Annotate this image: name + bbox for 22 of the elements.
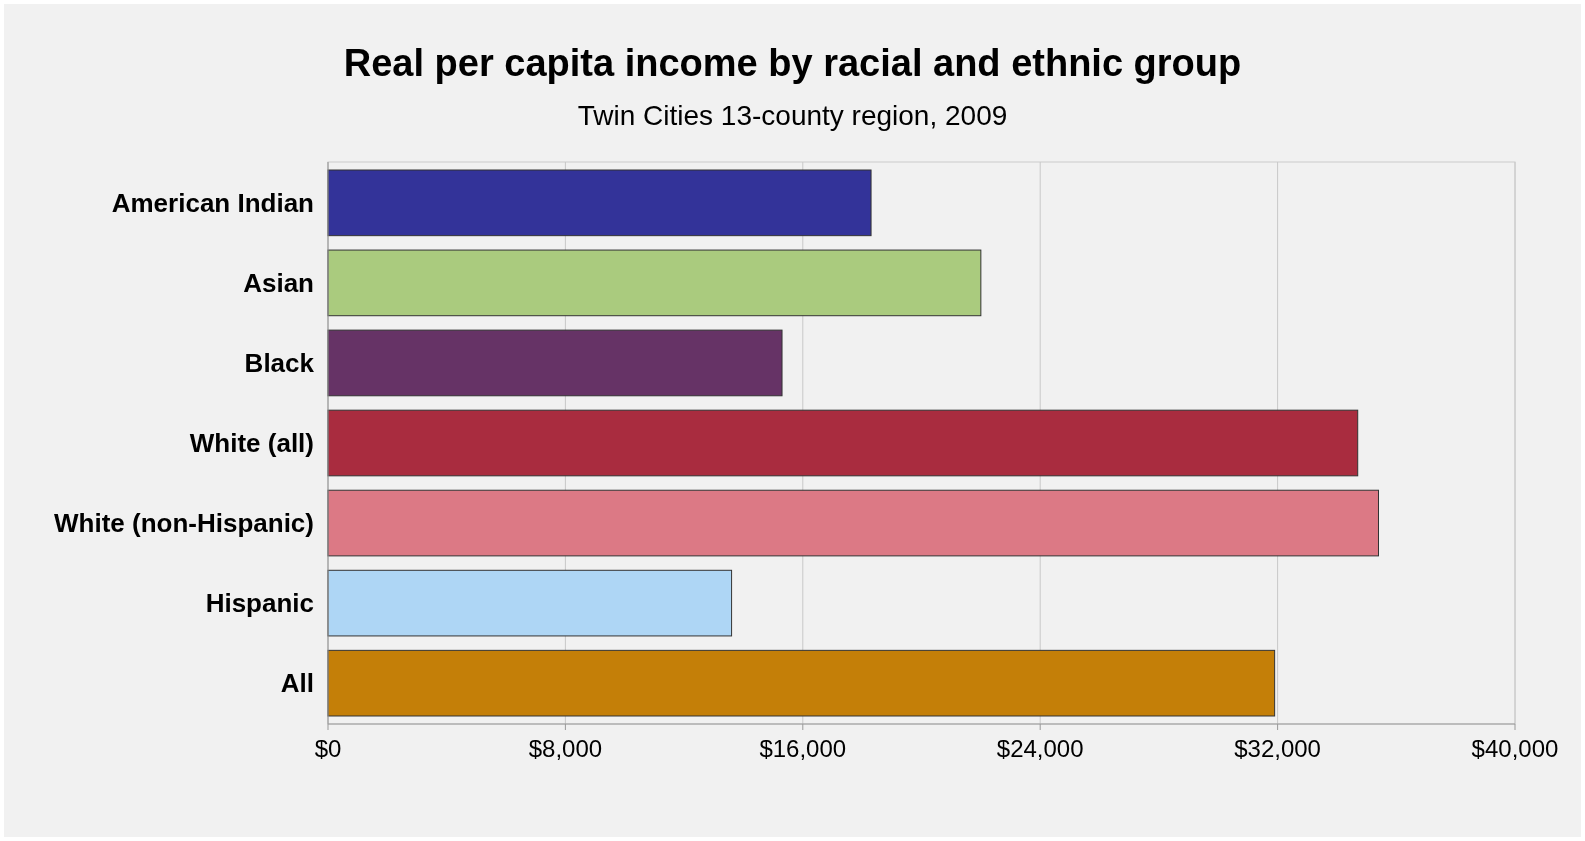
y-tick-label: All — [280, 668, 314, 699]
bar — [327, 169, 872, 237]
x-tick-label: $8,000 — [528, 735, 603, 762]
chart-title: Real per capita income by racial and ethnic group — [343, 42, 1242, 84]
bar — [327, 249, 982, 317]
x-tick-label: $32,000 — [1234, 735, 1321, 762]
y-tick-label: Hispanic — [205, 588, 314, 619]
y-tick-label: White (non-Hispanic) — [54, 508, 314, 539]
x-tick-label: $40,000 — [1471, 735, 1559, 762]
chart-subtitle: Twin Cities 13-county region, 2009 — [577, 100, 1008, 131]
bar — [327, 329, 783, 397]
y-tick-label: American Indian — [111, 187, 314, 218]
y-tick-label: Asian — [243, 267, 314, 298]
y-tick-label: Black — [244, 348, 315, 379]
bar — [327, 569, 733, 637]
bar — [327, 649, 1276, 717]
x-tick-label: $24,000 — [996, 735, 1084, 762]
y-tick-label: White (all) — [189, 428, 314, 459]
x-tick-label: $0 — [314, 735, 342, 762]
bar — [327, 489, 1379, 557]
bar — [327, 409, 1359, 477]
x-tick-label: $16,000 — [759, 735, 847, 762]
